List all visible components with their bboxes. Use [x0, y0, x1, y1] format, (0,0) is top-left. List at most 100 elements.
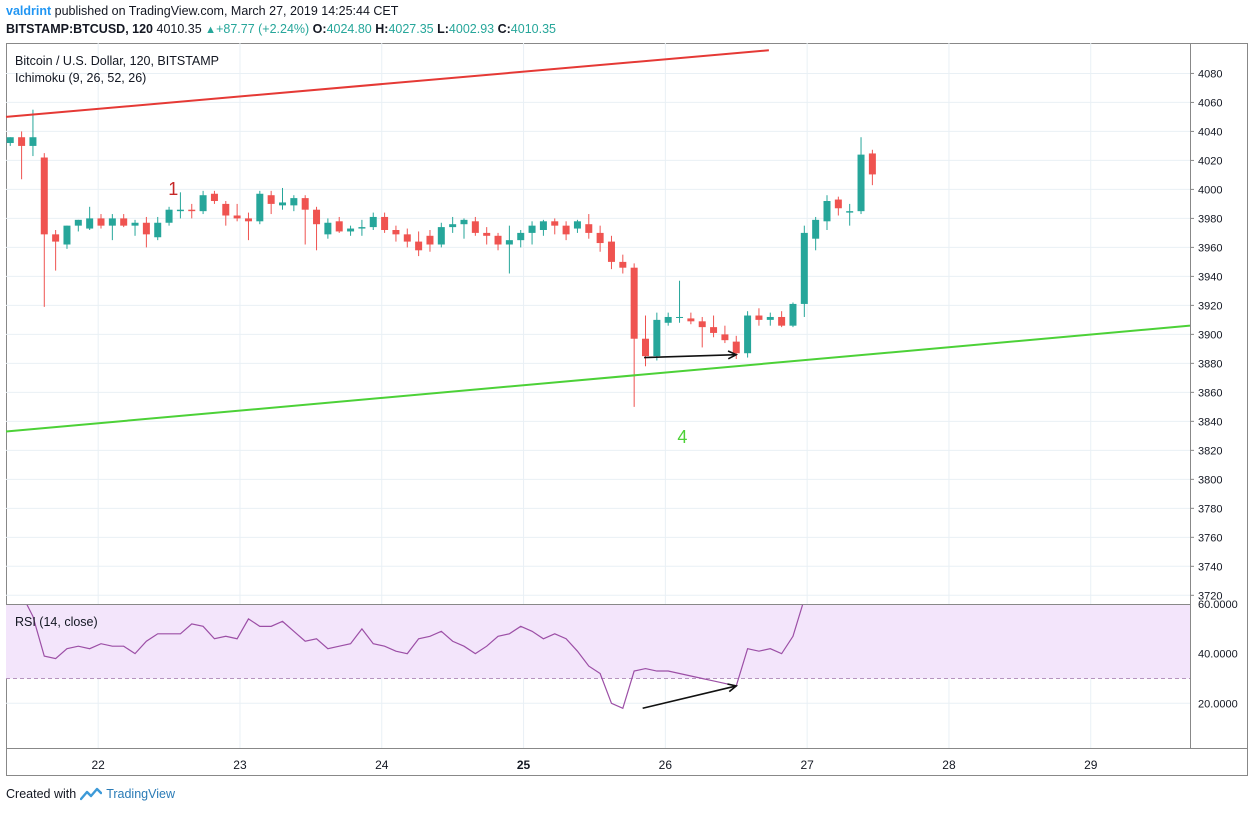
chart-canvas[interactable]: 14 3720374037603780380038203840386038803… — [0, 0, 1254, 785]
candle-body — [142, 222, 150, 235]
ohlc-header: BITSTAMP:BTCUSD, 120 4010.35 ▲+87.77 (+2… — [6, 22, 556, 36]
candle-body — [40, 157, 48, 235]
candle-body — [347, 228, 355, 232]
rsi-label: RSI (14, close) — [15, 615, 98, 629]
footer: Created with TradingView — [6, 787, 175, 801]
candle-body — [108, 218, 116, 226]
candle-body — [403, 234, 411, 242]
candle-body — [630, 267, 638, 339]
price-tick-label: 3820 — [1198, 445, 1222, 457]
high-value: 4027.35 — [388, 22, 434, 36]
candle-body — [415, 241, 423, 251]
candle-body — [653, 319, 661, 357]
price-tick-label: 3840 — [1198, 416, 1222, 428]
wave-label-4: 4 — [677, 427, 687, 447]
price-tick-label: 3960 — [1198, 242, 1222, 254]
price-axis[interactable]: 3720 3740 3760 3780 3800 3820 3840 3860 3880 3900… — [1190, 68, 1222, 602]
close-label: C: — [497, 22, 511, 36]
candle-body — [562, 225, 570, 235]
price-tick-label: 3720 — [1198, 590, 1222, 602]
candle-body — [505, 240, 513, 245]
candle-body — [176, 209, 184, 212]
price-tick-label: 3860 — [1198, 387, 1222, 399]
candle-body — [210, 193, 218, 202]
price-tick-label: 4060 — [1198, 97, 1222, 109]
candle-body — [120, 218, 128, 226]
time-tick-label: 22 — [91, 758, 105, 772]
author-name[interactable]: valdrint — [6, 4, 52, 18]
candle-body — [551, 221, 559, 226]
candle-body — [449, 224, 457, 228]
tradingview-link[interactable]: TradingView — [106, 787, 175, 801]
time-tick-label: 26 — [659, 758, 673, 772]
candle-body — [573, 221, 581, 229]
price-divergence-arrow — [644, 353, 737, 359]
time-tick-label: 27 — [800, 758, 814, 772]
rsi-tick-label: 60.0000 — [1198, 599, 1238, 611]
candle-body — [290, 198, 298, 206]
close-value: 4010.35 — [510, 22, 556, 36]
candle-body — [698, 321, 706, 328]
high-label: H: — [375, 22, 389, 36]
candle-body — [63, 225, 71, 245]
candle-body — [528, 225, 536, 233]
candle-body — [732, 341, 740, 354]
chart-title: Bitcoin / U.S. Dollar, 120, BITSTAMP — [15, 54, 219, 68]
low-value: 4002.93 — [448, 22, 495, 36]
rsi-tick-label: 40.0000 — [1198, 649, 1238, 661]
candle-body — [687, 318, 695, 322]
published-text: published on TradingView.com, March 27, … — [54, 4, 399, 18]
candle-body — [18, 137, 26, 146]
candle-body — [392, 230, 400, 235]
candle-body — [585, 224, 593, 233]
candle-body — [868, 153, 876, 175]
time-tick-label: 24 — [375, 758, 389, 772]
candle-body — [222, 203, 230, 216]
candle-body — [607, 241, 615, 262]
candle-body — [6, 137, 14, 144]
rsi-tick-label: 20.0000 — [1198, 698, 1238, 710]
candle-body — [165, 209, 173, 223]
candle-body — [619, 261, 627, 268]
price-tick-label: 3980 — [1198, 213, 1222, 225]
candle-body — [755, 315, 763, 320]
candle-body — [335, 221, 343, 232]
up-triangle-icon: ▲ — [205, 24, 217, 36]
chart-frame — [6, 43, 1248, 776]
candle-body — [358, 227, 366, 229]
rsi-band — [6, 604, 1190, 679]
candle-body — [471, 221, 479, 233]
candle-body — [494, 235, 502, 245]
symbol-label: BITSTAMP:BTCUSD, 120 — [6, 22, 154, 36]
candle-body — [244, 218, 252, 222]
price-tick-label: 3880 — [1198, 358, 1222, 370]
candle-body — [664, 316, 672, 323]
candle-body — [324, 222, 332, 235]
rsi-axis[interactable]: 20.0000 40.0000 60.0000 — [1198, 599, 1238, 710]
candle-body — [812, 219, 820, 239]
tradingview-logo-icon — [80, 787, 103, 801]
candle-body — [233, 215, 241, 219]
created-with-text: Created with — [6, 787, 77, 801]
low-label: L: — [437, 22, 449, 36]
price-tick-label: 3900 — [1198, 329, 1222, 341]
open-label: O: — [312, 22, 327, 36]
price-tick-label: 3920 — [1198, 300, 1222, 312]
candles-layer — [6, 109, 876, 407]
price-tick-label: 3800 — [1198, 474, 1222, 486]
candle-body — [154, 222, 162, 238]
time-axis[interactable]: 22 23 24 25 26 27 28 29 — [91, 758, 1097, 772]
price-change: +87.77 (+2.24%) — [216, 22, 310, 36]
time-tick-label: 29 — [1084, 758, 1098, 772]
support-trendline — [5, 324, 1191, 433]
candle-body — [834, 199, 842, 209]
candle-body — [279, 202, 287, 206]
candle-body — [789, 303, 797, 326]
rsi-divergence-arrow-head — [727, 683, 739, 693]
candle-body — [800, 232, 808, 304]
candle-body — [766, 316, 774, 320]
time-tick-label: 28 — [942, 758, 956, 772]
rsi-divergence-arrow — [642, 685, 737, 710]
price-tick-label: 3780 — [1198, 503, 1222, 515]
candle-body — [52, 234, 60, 242]
